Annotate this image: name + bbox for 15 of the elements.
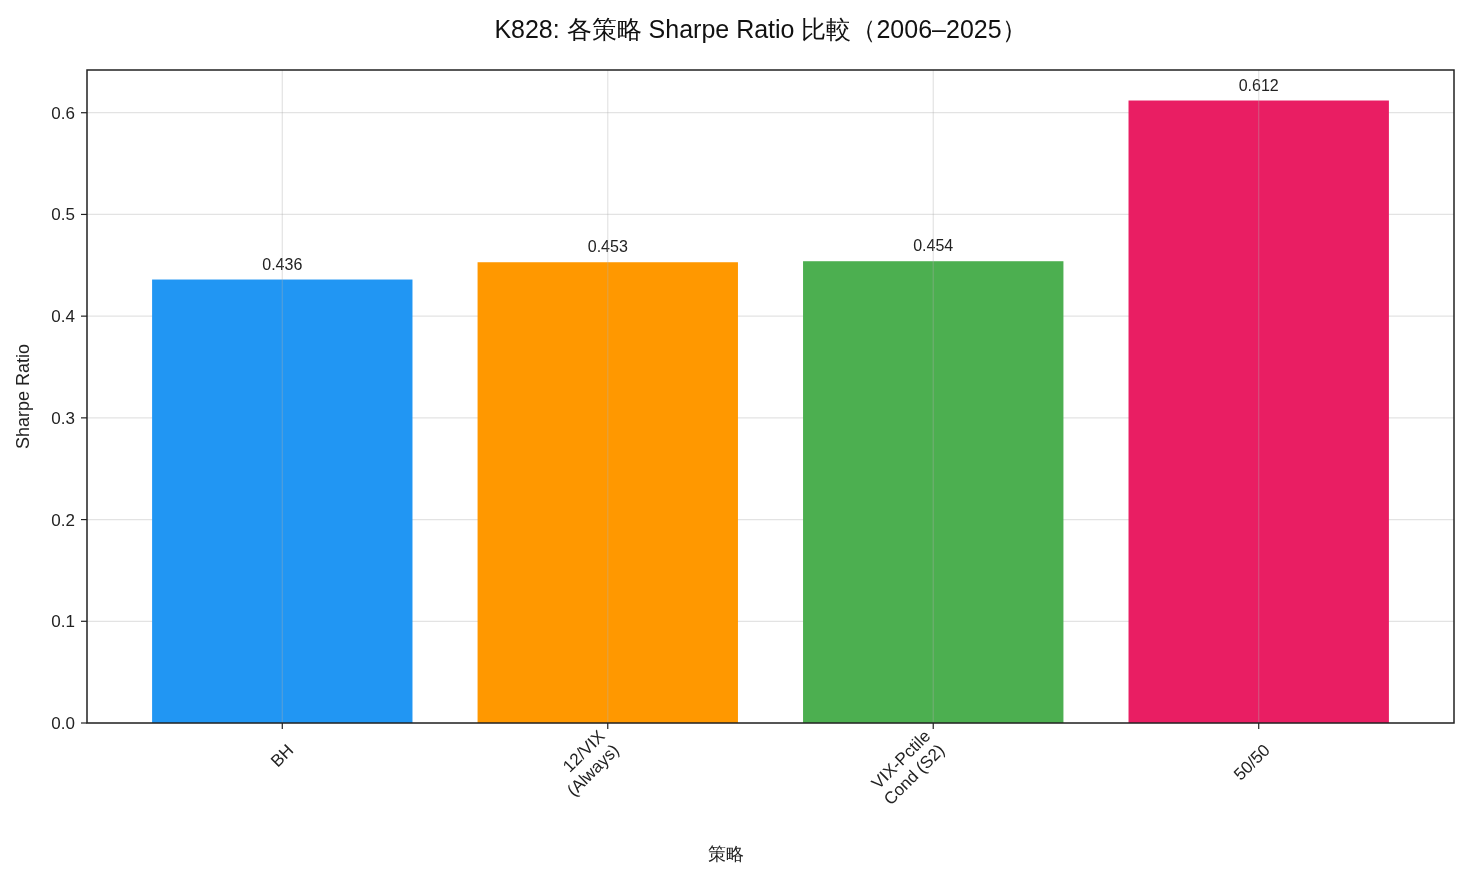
data-label: 0.612	[1238, 76, 1279, 94]
data-label: 0.453	[587, 238, 628, 256]
y-tick-label: 0.2	[51, 510, 75, 530]
y-tick-label: 0.5	[51, 205, 75, 225]
y-tick-label: 0.6	[51, 103, 75, 123]
x-tick-label: BH	[267, 740, 298, 771]
y-tick-label: 0.0	[51, 714, 75, 733]
y-tick-label: 0.1	[51, 612, 75, 632]
y-axis-title: Sharpe Ratio	[13, 343, 33, 450]
chart-title: K828: 各策略 Sharpe Ratio 比較（2006–2025）	[494, 15, 1027, 43]
data-label: 0.436	[262, 255, 303, 273]
y-tick-label: 0.3	[51, 408, 75, 428]
data-label: 0.454	[913, 237, 954, 255]
y-tick-label: 0.4	[51, 307, 75, 327]
x-axis-title: 策略	[707, 844, 744, 864]
